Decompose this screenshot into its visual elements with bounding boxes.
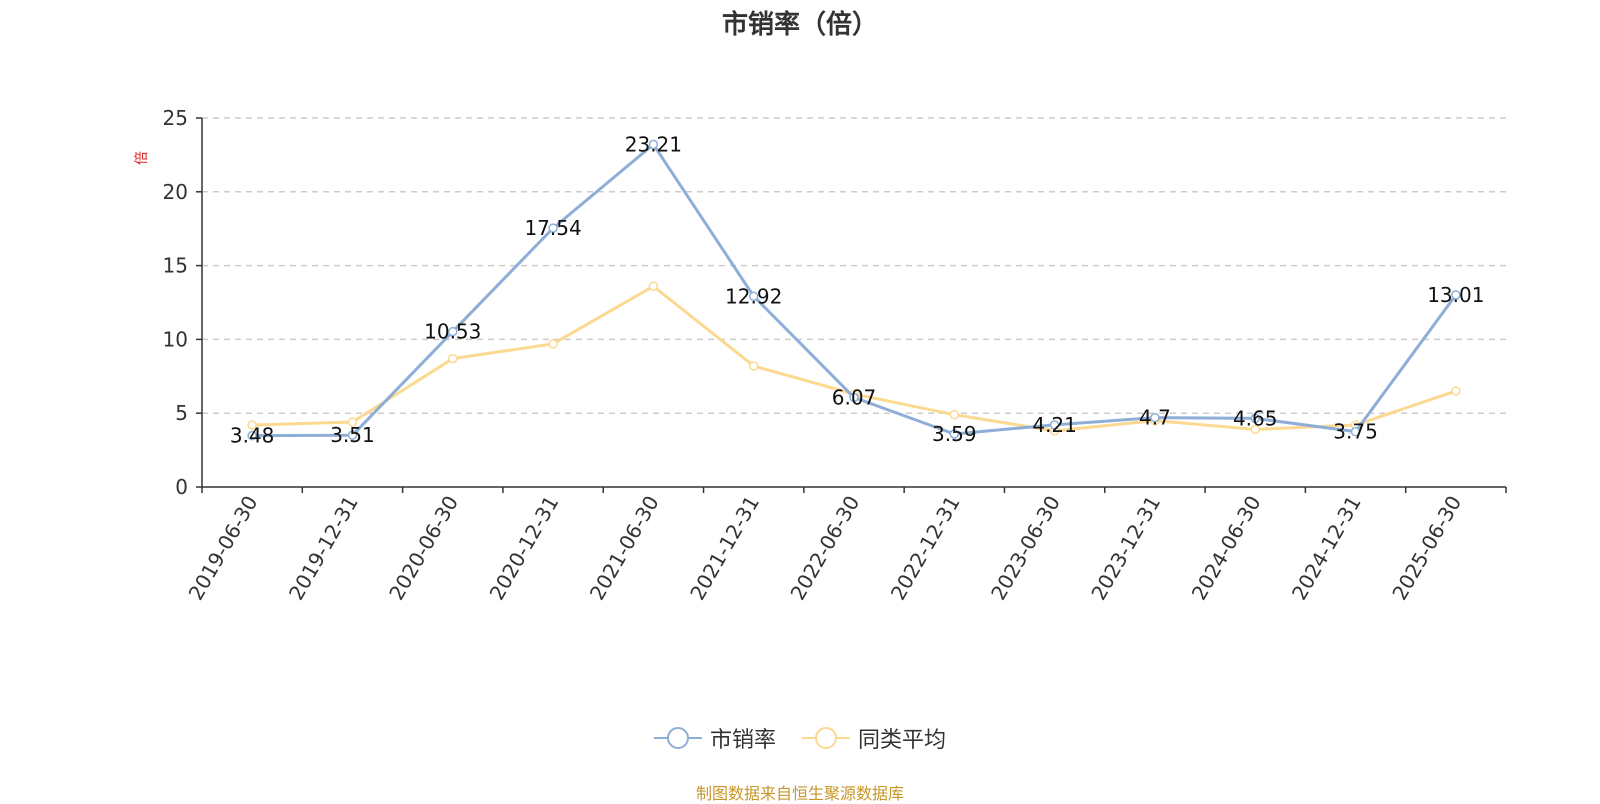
data-label: 13.01 bbox=[1427, 283, 1484, 307]
series-point-1 bbox=[748, 291, 759, 302]
data-label: 10.53 bbox=[424, 320, 481, 344]
series-point-2 bbox=[548, 339, 558, 349]
x-tick-label: 2023-12-31 bbox=[1086, 492, 1165, 605]
legend-label: 同类平均 bbox=[858, 728, 947, 753]
x-tick-label: 2024-06-30 bbox=[1187, 492, 1266, 605]
series-point-1 bbox=[347, 430, 358, 440]
series-point-2 bbox=[448, 353, 458, 364]
x-tick-label: 2024-12-31 bbox=[1287, 492, 1366, 605]
series-point-1 bbox=[1350, 426, 1361, 437]
x-tick-label: 2021-06-30 bbox=[585, 492, 664, 605]
series-point-1 bbox=[648, 139, 659, 150]
series-point-1 bbox=[1150, 412, 1160, 423]
series-point-1 bbox=[849, 392, 859, 403]
data-label: 3.51 bbox=[330, 423, 375, 447]
x-tick-label: 2019-06-30 bbox=[184, 492, 263, 605]
data-label: 17.54 bbox=[524, 216, 581, 240]
x-tick-label: 2022-06-30 bbox=[785, 492, 864, 605]
chart-title: 市销率（倍） bbox=[721, 10, 878, 40]
y-tick-label: 20 bbox=[163, 180, 188, 204]
data-label: 4.21 bbox=[1032, 413, 1077, 437]
x-tick-label: 2021-12-31 bbox=[685, 492, 764, 605]
series-point-1 bbox=[1049, 420, 1060, 430]
data-label: 3.75 bbox=[1333, 420, 1378, 444]
series-point-2 bbox=[748, 361, 759, 371]
data-label: 3.59 bbox=[932, 422, 977, 446]
data-label: 6.07 bbox=[832, 385, 877, 409]
series-point-2 bbox=[648, 281, 659, 292]
y-tick-label: 25 bbox=[163, 106, 188, 130]
x-tick-label: 2020-12-31 bbox=[485, 492, 564, 605]
data-label: 4.7 bbox=[1139, 406, 1171, 430]
legend-label: 市销率 bbox=[709, 728, 776, 753]
series-point-1 bbox=[1451, 290, 1461, 300]
legend-line-circle-icon bbox=[802, 726, 850, 750]
series-point-2 bbox=[347, 417, 358, 427]
y-tick-label: 0 bbox=[175, 475, 188, 499]
data-label: 4.65 bbox=[1233, 406, 1278, 430]
y-axis-unit-label: 倍 bbox=[134, 151, 150, 165]
series-point-2 bbox=[1250, 424, 1260, 435]
legend-line-circle-icon bbox=[653, 726, 702, 750]
y-tick-label: 15 bbox=[163, 254, 188, 278]
data-label: 3.48 bbox=[230, 424, 275, 448]
legend: 市销率 同类平均 bbox=[0, 722, 1600, 754]
data-label: 12.92 bbox=[725, 284, 782, 308]
series-point-2 bbox=[949, 409, 960, 420]
x-tick-label: 2023-06-30 bbox=[986, 492, 1065, 605]
y-tick-label: 5 bbox=[175, 401, 188, 425]
series-point-2 bbox=[247, 420, 257, 430]
y-tick-label: 10 bbox=[163, 327, 188, 351]
data-label: 23.21 bbox=[625, 132, 682, 156]
x-tick-label: 2019-12-31 bbox=[284, 492, 363, 605]
data-source-note: 制图数据来自恒生聚源数据库 bbox=[695, 784, 904, 803]
series-point-1 bbox=[1250, 413, 1260, 424]
x-tick-label: 2020-06-30 bbox=[384, 492, 463, 605]
series-point-2 bbox=[1451, 386, 1461, 396]
series-point-1 bbox=[247, 430, 257, 441]
series-point-1 bbox=[949, 429, 960, 439]
x-tick-label: 2025-06-30 bbox=[1387, 492, 1466, 605]
series-point-1 bbox=[448, 326, 458, 337]
x-tick-label: 2022-12-31 bbox=[886, 492, 965, 605]
series-point-1 bbox=[548, 223, 558, 233]
legend-item-series-1[interactable]: 市销率 bbox=[653, 722, 776, 754]
legend-item-series-2[interactable]: 同类平均 bbox=[802, 722, 946, 754]
